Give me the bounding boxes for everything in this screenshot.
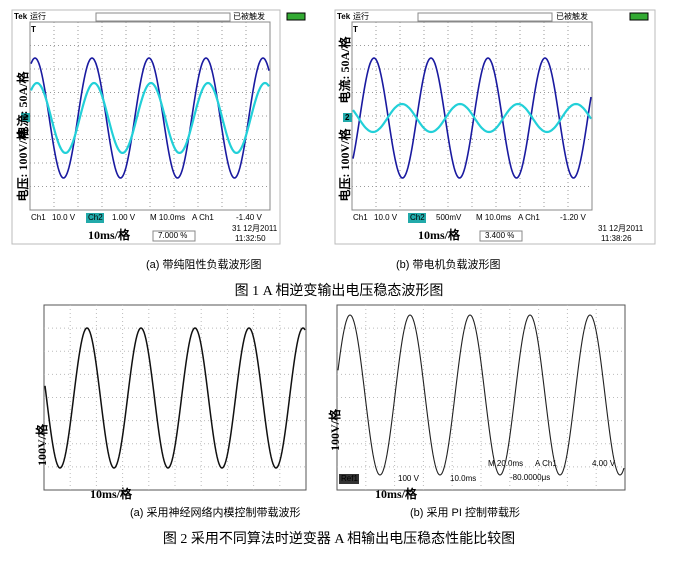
trigger-source: A Ch1 <box>518 213 540 222</box>
timebase: M 10.0ms <box>150 213 185 222</box>
ch1: Ch1 <box>353 213 368 222</box>
trigger-source: A Ch1 <box>192 213 214 222</box>
ch-marker: 2 <box>345 113 350 122</box>
ch2: Ch2 <box>410 213 425 222</box>
y-label-current: 电流: 50A/格 <box>15 71 30 139</box>
trigger-level: -1.40 V <box>236 213 262 222</box>
x-label: 10ms/格 <box>88 227 131 242</box>
ch-marker-box <box>21 113 30 122</box>
percent-box <box>479 230 523 242</box>
battery-icon <box>629 12 649 21</box>
x-label: 10ms/格 <box>375 486 418 501</box>
timebase: M 10.0ms <box>476 213 511 222</box>
y-label-voltage: 电压: 100V/格 <box>337 128 352 202</box>
ch1: Ch1 <box>31 213 46 222</box>
ch1-scale: 10.0 V <box>374 213 398 222</box>
figure-title: 图 1 A 相逆变输出电压稳态波形图 <box>235 283 444 299</box>
waveform <box>44 327 306 469</box>
x-label: 10ms/格 <box>90 486 133 501</box>
waveform <box>337 314 625 476</box>
trigger-level: 4.00 V <box>592 459 616 468</box>
figure-title: 图 2 采用不同算法时逆变器 A 相输出电压稳态性能比较图 <box>163 531 515 547</box>
time: 11:38:26 <box>601 234 632 243</box>
percent: 3.400 % <box>485 231 514 240</box>
record-bar <box>95 12 231 22</box>
trig-marker: T <box>31 25 36 34</box>
trig-marker: T <box>353 25 358 34</box>
ch2-box <box>86 213 104 223</box>
y-label-voltage: 电压: 100V/格 <box>15 128 30 202</box>
ref-box <box>339 474 359 484</box>
caption: (b) 带电机负载波形图 <box>396 257 501 271</box>
waveform <box>352 57 592 179</box>
scope-d: 100V/格 M 20.0ms A Ch1 4.00 V -80.0000μs … <box>327 304 626 501</box>
brand: Tek <box>14 12 28 21</box>
scope-c: 100V/格 10ms/格 <box>34 304 307 501</box>
percent-box <box>152 230 196 242</box>
ch2-box <box>408 213 426 223</box>
status: 运行 <box>30 11 46 21</box>
ch1-scale: 10.0 V <box>52 213 76 222</box>
trigger-state: 已被触发 <box>233 11 265 21</box>
ch2-scale: 500mV <box>436 213 462 222</box>
brand: Tek <box>337 12 351 21</box>
percent: 7.000 % <box>158 231 187 240</box>
waveform <box>29 81 270 154</box>
ch-marker-box <box>343 113 352 122</box>
waveform <box>352 102 592 134</box>
scope-b: Tek 运行 已被触发 T 2 电流: 50A/格 电压: 100V/格 Ch1… <box>334 9 656 245</box>
position: -80.0000μs <box>510 473 550 482</box>
ch2: Ch2 <box>88 213 103 222</box>
caption: (a) 采用神经网络内模控制带载波形 <box>130 505 301 519</box>
caption: (a) 带纯阻性负载波形图 <box>146 257 262 271</box>
y-label: 100V/格 <box>34 423 49 466</box>
time: 11:32:50 <box>235 234 266 243</box>
waveform <box>30 57 270 179</box>
trigger-level: -1.20 V <box>560 213 586 222</box>
ref: Ref1 <box>341 474 358 483</box>
ref-time: 10.0ms <box>450 474 476 483</box>
x-label: 10ms/格 <box>418 227 461 242</box>
ref-scale: 100 V <box>398 474 420 483</box>
trigger-state: 已被触发 <box>556 11 588 21</box>
caption: (b) 采用 PI 控制带载形 <box>410 505 520 519</box>
trigger-source: A Ch1 <box>535 459 557 468</box>
y-label-current: 电流: 50A/格 <box>337 36 352 104</box>
record-bar <box>417 12 553 22</box>
status: 运行 <box>353 11 369 21</box>
ch2-scale: 1.00 V <box>112 213 136 222</box>
ch-marker: 2 <box>23 113 28 122</box>
battery-icon <box>286 12 306 21</box>
date: 31 12月2011 <box>598 224 644 233</box>
date: 31 12月2011 <box>232 224 278 233</box>
y-label: 100V/格 <box>327 408 342 451</box>
